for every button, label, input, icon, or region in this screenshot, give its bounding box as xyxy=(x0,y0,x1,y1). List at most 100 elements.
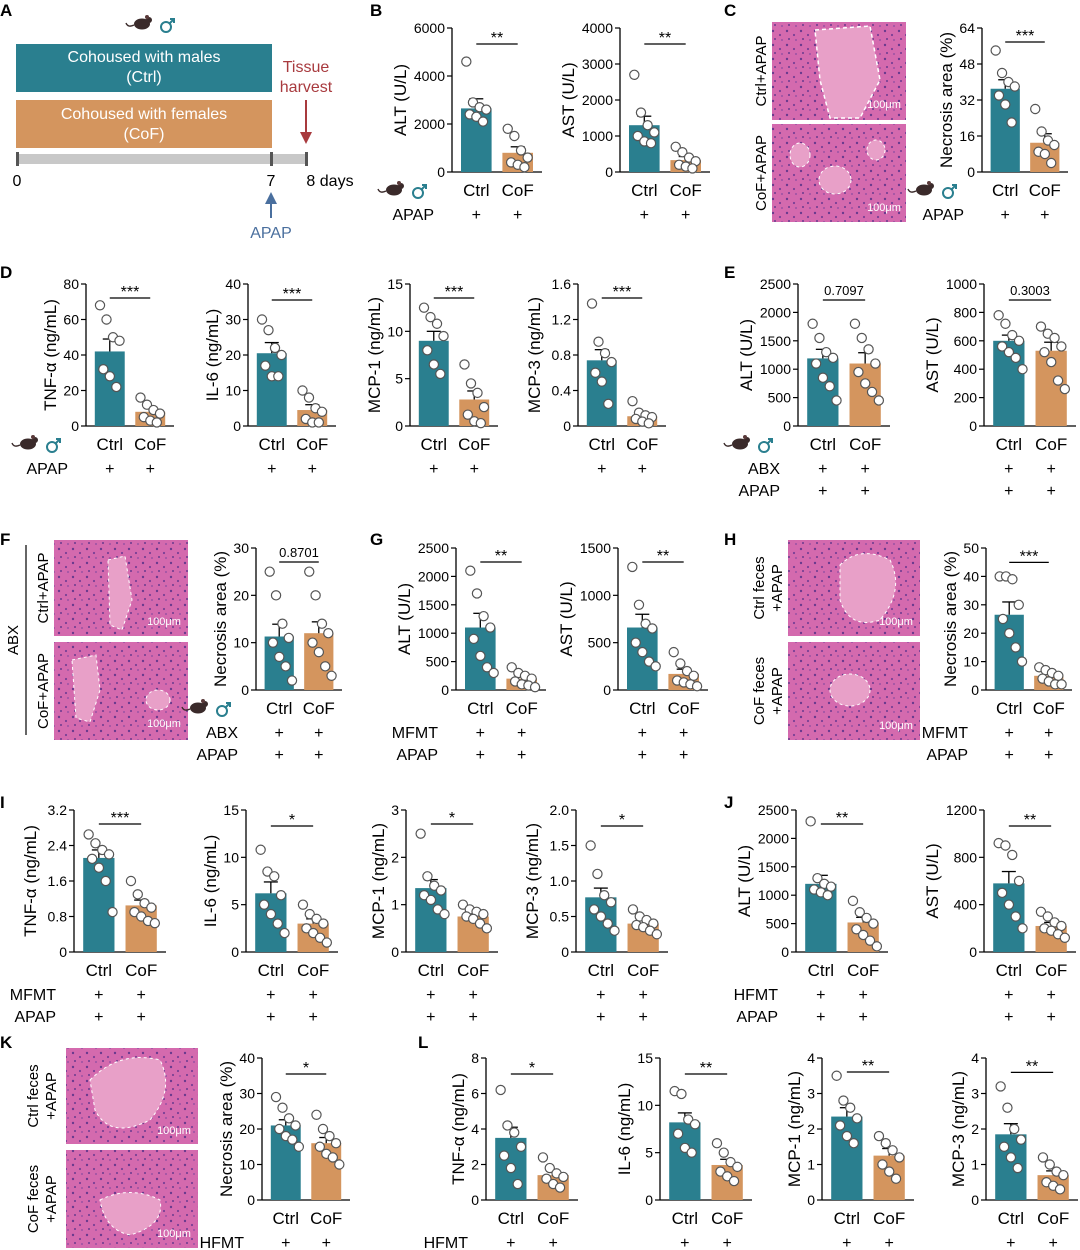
data-point xyxy=(320,661,331,672)
data-point xyxy=(596,376,608,387)
y-tick-label: 0 xyxy=(437,164,445,180)
data-point xyxy=(1046,157,1057,169)
data-point xyxy=(996,341,1008,352)
y-tick-label: 400 xyxy=(954,361,978,377)
male-symbol-icon xyxy=(942,184,957,199)
data-point xyxy=(283,632,294,644)
y-tick-label: 6000 xyxy=(414,20,445,36)
data-point xyxy=(1037,1152,1049,1163)
data-point xyxy=(672,1128,684,1139)
treatment-plus: + xyxy=(638,987,647,1004)
data-point xyxy=(1010,352,1021,364)
data-point xyxy=(841,1130,853,1142)
y-tick-label: 0 xyxy=(807,1192,815,1208)
data-point xyxy=(1013,875,1025,887)
data-point xyxy=(461,56,472,67)
treatment-plus: + xyxy=(1040,207,1049,224)
treatment-label-apap: APAP xyxy=(927,747,969,764)
data-point xyxy=(1036,126,1047,137)
data-point xyxy=(502,123,513,135)
data-point xyxy=(871,941,883,952)
y-tick-label: 1200 xyxy=(946,802,977,818)
x-tick-label: CoF xyxy=(537,1209,569,1228)
x-tick-label: CoF xyxy=(303,699,335,718)
x-tick-label: Ctrl xyxy=(498,1209,524,1228)
data-point xyxy=(515,145,527,156)
y-tick-label: 15 xyxy=(223,802,239,818)
x-tick-label: CoF xyxy=(506,699,538,718)
data-point xyxy=(327,1152,339,1163)
treatment-plus: + xyxy=(94,1009,103,1026)
data-point xyxy=(286,675,298,686)
y-axis-label: ALT (U/L) xyxy=(735,845,754,917)
x-tick-label: Ctrl xyxy=(996,961,1022,980)
data-point xyxy=(477,116,489,127)
treatment-plus: + xyxy=(679,747,688,764)
treatment-label-apap: APAP xyxy=(393,207,435,224)
data-point xyxy=(675,658,686,669)
data-point xyxy=(1002,1102,1013,1113)
y-tick-label: 1000 xyxy=(418,625,449,641)
y-tick-label: 0 xyxy=(391,944,399,960)
data-point xyxy=(471,588,483,599)
data-point xyxy=(260,360,271,371)
data-point xyxy=(435,368,446,380)
y-axis-label: TNF-α (ng/mL) xyxy=(41,299,60,411)
apap-arrow-icon xyxy=(265,192,277,218)
treatment-plus: + xyxy=(476,725,485,742)
data-point xyxy=(468,633,479,645)
treatment-plus: + xyxy=(1046,483,1055,500)
timeline-axis xyxy=(16,154,308,164)
treatment-plus: + xyxy=(429,461,438,478)
treatment-plus: + xyxy=(638,461,647,478)
y-tick-label: 1000 xyxy=(760,361,791,377)
y-tick-label: 0 xyxy=(233,418,241,434)
data-point xyxy=(627,561,638,573)
y-tick-label: 2000 xyxy=(582,92,613,108)
x-tick-label: CoF xyxy=(670,181,702,200)
treatment-plus: + xyxy=(136,987,145,1004)
histology-f-group-label: ABX xyxy=(5,625,22,655)
y-tick-label: 3 xyxy=(971,1086,979,1102)
treatment-plus: + xyxy=(136,1009,145,1026)
ctrl-bar-sub: (Ctrl) xyxy=(126,69,162,86)
y-tick-label: 30 xyxy=(239,1086,255,1102)
y-tick-label: 32 xyxy=(959,92,975,108)
significance-label: ** xyxy=(1026,1058,1038,1075)
y-tick-label: 1.5 xyxy=(550,838,570,854)
data-point xyxy=(1030,103,1041,115)
data-point xyxy=(316,618,328,629)
y-tick-label: 1 xyxy=(971,1157,979,1173)
x-tick-label: Ctrl xyxy=(588,961,614,980)
necrosis-region xyxy=(839,553,897,623)
data-point xyxy=(645,137,657,149)
y-tick-label: 2.0 xyxy=(550,802,570,818)
y-tick-label: 1500 xyxy=(758,859,789,875)
chart-j1: 0 500 1000 1500 2000 2500 ALT (U/L) Ctrl CoF ** + +… xyxy=(734,802,888,1026)
x-tick-label: CoF xyxy=(668,699,700,718)
data-point xyxy=(1009,1123,1020,1135)
male-symbol-icon xyxy=(758,438,773,453)
histology-h: 100μm 100μm Ctrl feces +APAP CoF feces +… xyxy=(751,540,920,740)
significance-label: *** xyxy=(121,284,140,301)
x-tick-label: CoF xyxy=(296,435,328,454)
data-point xyxy=(1058,1169,1069,1181)
data-point xyxy=(1003,899,1015,910)
data-point xyxy=(297,899,309,910)
x-tick-label: Ctrl xyxy=(996,699,1022,718)
data-point xyxy=(732,1161,743,1173)
x-tick-label: Ctrl xyxy=(808,961,834,980)
x-tick-label: Ctrl xyxy=(992,181,1018,200)
treatment-label-mfmt: MFMT xyxy=(10,987,56,1004)
panel-letter-h: H xyxy=(724,530,736,549)
y-tick-label: 0 xyxy=(603,682,611,698)
data-point xyxy=(1000,99,1011,110)
data-point xyxy=(1000,840,1011,851)
data-point xyxy=(472,387,483,399)
data-point xyxy=(277,618,288,629)
data-point xyxy=(864,935,876,946)
